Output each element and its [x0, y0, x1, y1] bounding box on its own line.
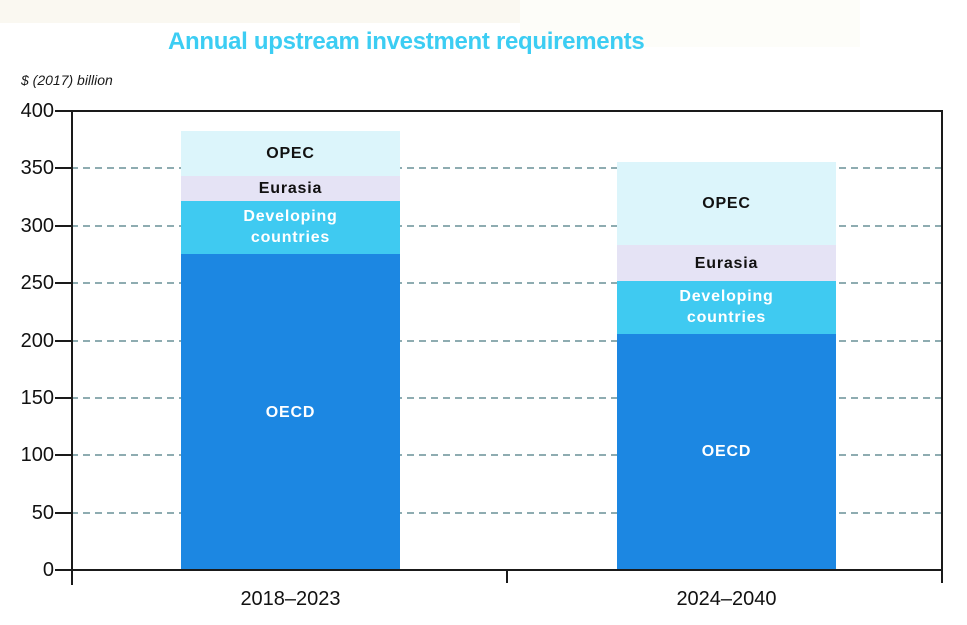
- y-tick-label-0: 0: [42, 559, 54, 581]
- x-category-label: 2018–2023: [240, 588, 341, 610]
- y-tick-label-350: 350: [20, 157, 54, 180]
- chart-title: Annual upstream investment requirements: [168, 28, 645, 55]
- gridline-150: [71, 396, 943, 399]
- gridline-350: [71, 167, 943, 170]
- x-category-label: 2024–2040: [676, 588, 777, 610]
- segment-label: countries: [250, 229, 331, 247]
- y-tick-mark-50: [55, 511, 71, 514]
- y-tick-mark-350: [55, 167, 71, 170]
- segment-oecd: OECD: [617, 333, 836, 570]
- bar-2024–2040: OPEC Eurasia Developing countries OECD: [617, 161, 836, 571]
- y-tick-mark-400: [55, 110, 71, 112]
- y-tick-mark-250: [55, 282, 71, 285]
- y-tick-label-250: 250: [20, 272, 54, 295]
- scan-artifact-band: [0, 0, 520, 23]
- segment-opec: OPEC: [617, 161, 836, 246]
- segment-oecd: OECD: [181, 254, 400, 570]
- y-tick-label-100: 100: [20, 444, 54, 467]
- segment-label: Eurasia: [694, 254, 759, 272]
- gridline-100: [71, 454, 943, 457]
- segment-eurasia: Eurasia: [181, 176, 400, 201]
- segment-label: Developing: [679, 288, 774, 306]
- segment-label: OPEC: [266, 144, 315, 162]
- segment-label: Eurasia: [258, 179, 323, 197]
- plot-area: OPEC Eurasia Developing countries OECD OPEC Eu…: [71, 111, 943, 570]
- segment-label: Developing: [243, 208, 338, 226]
- y-axis-unit-label: $ (2017) billion: [21, 72, 113, 88]
- category-divider-tick: [506, 570, 508, 583]
- plot-top-border: [71, 110, 943, 112]
- gridline-300: [71, 224, 943, 227]
- y-tick-mark-300: [55, 224, 71, 227]
- segment-label: OECD: [701, 443, 752, 461]
- segment-developing: Developing countries: [617, 280, 836, 334]
- y-tick-label-300: 300: [20, 214, 54, 237]
- y-tick-label-150: 150: [20, 386, 54, 409]
- gridline-50: [71, 511, 943, 514]
- gridline-250: [71, 282, 943, 285]
- y-axis-line: [71, 110, 73, 585]
- segment-label: OPEC: [702, 194, 751, 212]
- x-axis-line: [55, 569, 943, 571]
- segment-eurasia: Eurasia: [617, 245, 836, 281]
- y-tick-mark-150: [55, 396, 71, 399]
- segment-label: countries: [686, 309, 767, 327]
- plot-right-border: [941, 110, 943, 583]
- segment-opec: OPEC: [181, 130, 400, 177]
- y-tick-label-50: 50: [31, 501, 54, 524]
- segment-developing: Developing countries: [181, 200, 400, 255]
- y-tick-label-200: 200: [20, 329, 54, 352]
- y-tick-mark-100: [55, 454, 71, 457]
- y-tick-label-400: 400: [20, 100, 54, 122]
- y-tick-mark-200: [55, 339, 71, 342]
- gridline-200: [71, 339, 943, 342]
- bar-2018–2023: OPEC Eurasia Developing countries OECD: [181, 130, 400, 570]
- segment-label: OECD: [265, 403, 316, 421]
